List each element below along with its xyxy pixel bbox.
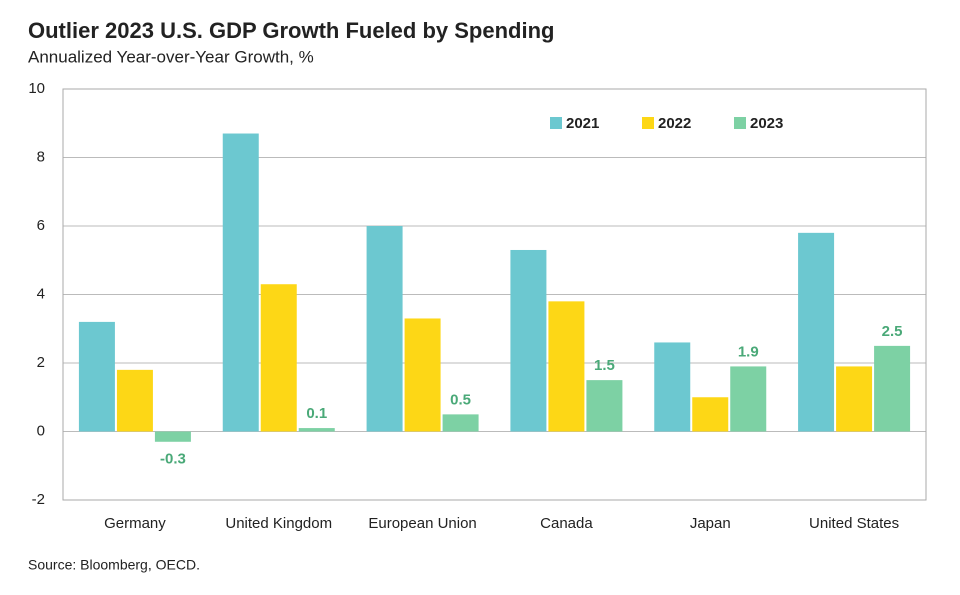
bar <box>404 318 441 432</box>
bar <box>260 284 297 432</box>
x-tick-label: Japan <box>690 515 731 532</box>
bar <box>222 133 259 432</box>
legend-swatch <box>642 117 654 129</box>
x-tick-label: Canada <box>540 515 593 532</box>
bar <box>366 226 403 432</box>
bar <box>548 301 585 432</box>
bar <box>798 232 835 432</box>
chart-subtitle: Annualized Year-over-Year Growth, % <box>28 47 314 66</box>
x-tick-label: European Union <box>368 515 476 532</box>
legend-label: 2022 <box>658 115 691 132</box>
bar <box>78 321 115 432</box>
bar <box>116 369 153 432</box>
bar <box>298 428 335 432</box>
bar <box>154 431 191 442</box>
legend-label: 2023 <box>750 115 783 132</box>
data-label: 0.1 <box>306 405 327 422</box>
x-tick-label: United States <box>809 515 899 532</box>
bar <box>836 366 873 432</box>
x-tick-label: Germany <box>104 515 166 532</box>
y-tick-label: 10 <box>28 80 45 97</box>
source-note: Source: Bloomberg, OECD. <box>28 557 200 573</box>
bar <box>586 380 623 432</box>
legend-swatch <box>550 117 562 129</box>
data-label: 2.5 <box>882 323 903 340</box>
y-tick-label: 4 <box>37 285 45 302</box>
y-tick-label: 8 <box>37 148 45 165</box>
bar <box>442 414 479 432</box>
x-tick-label: United Kingdom <box>225 515 332 532</box>
bar <box>874 345 911 432</box>
data-label: 1.9 <box>738 343 759 360</box>
data-label: 0.5 <box>450 391 471 408</box>
y-tick-label: 0 <box>37 422 45 439</box>
data-label: 1.5 <box>594 357 615 374</box>
y-tick-label: 6 <box>37 217 45 234</box>
legend-swatch <box>734 117 746 129</box>
plot-border <box>62 88 927 501</box>
bar <box>510 249 547 432</box>
bar <box>692 397 729 432</box>
bar <box>730 366 767 432</box>
data-label: -0.3 <box>160 451 186 468</box>
y-tick-label: 2 <box>37 354 45 371</box>
chart-title: Outlier 2023 U.S. GDP Growth Fueled by S… <box>28 18 554 43</box>
legend-label: 2021 <box>566 115 599 132</box>
bar <box>654 342 691 432</box>
y-tick-label: -2 <box>32 491 45 508</box>
